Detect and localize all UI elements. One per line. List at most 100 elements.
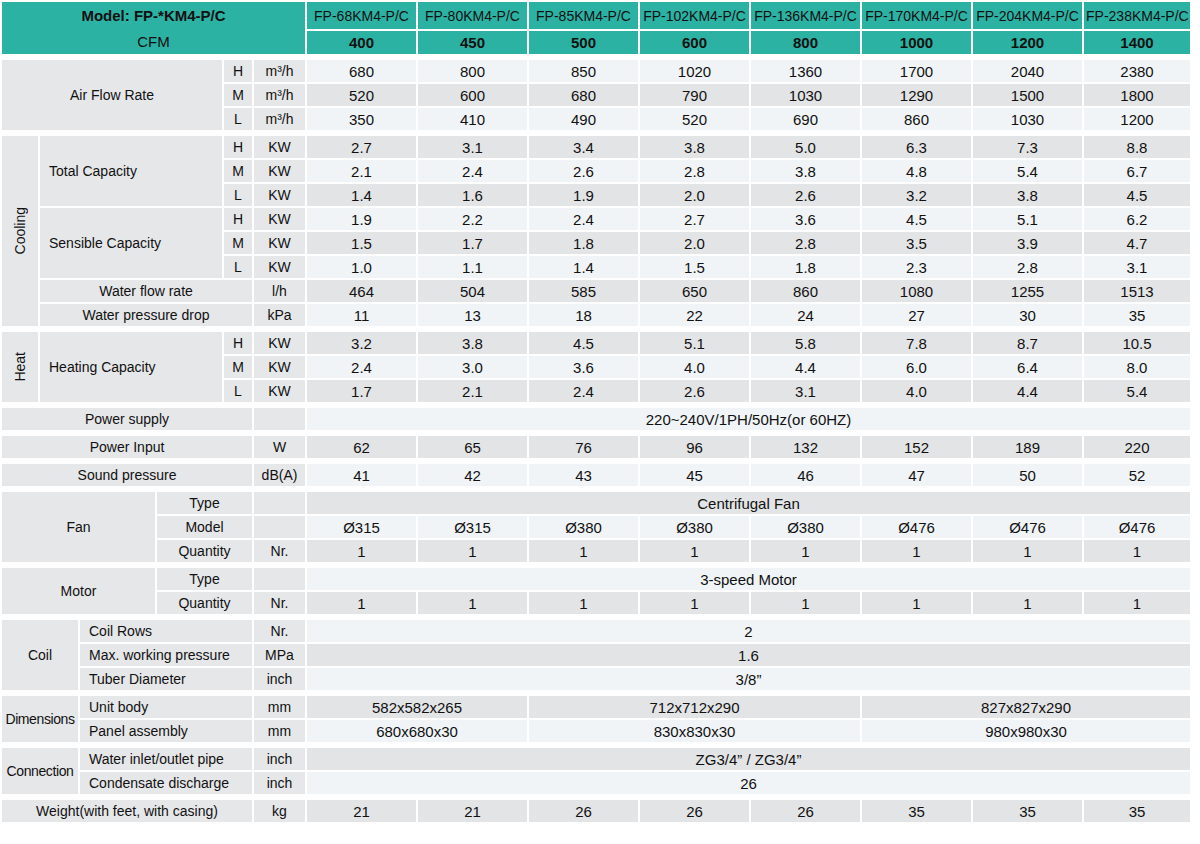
row-label-water-pressure-drop: Water pressure drop [39, 303, 253, 329]
group-label-fan: Fan [1, 489, 156, 565]
model-column-header: FP-170KM4-P/C [861, 1, 972, 30]
table-row-unit-body: Dimensions Unit body mm 582x582x265 712x… [1, 693, 1191, 719]
value-cell: 520 [306, 83, 417, 107]
value-cell: 504 [417, 279, 528, 303]
value-cell: 1080 [861, 279, 972, 303]
value-cell: 2040 [972, 57, 1083, 83]
row-label-sensible-capacity: Sensible Capacity [39, 207, 223, 279]
value-cell: 1 [417, 591, 528, 617]
value-cell: 680 [306, 57, 417, 83]
value-cell: 4.8 [861, 159, 972, 183]
value-cell: 3.5 [861, 231, 972, 255]
model-column-header: FP-238KM4-P/C [1083, 1, 1191, 30]
value-cell: 4.4 [750, 355, 861, 379]
unit-cell: dB(A) [253, 461, 306, 489]
group-label-heat: Heat [1, 329, 39, 405]
value-cell: 1 [639, 539, 750, 565]
value-cell: 2.8 [639, 159, 750, 183]
cfm-value-cell: 400 [306, 30, 417, 57]
table-row-condensate-discharge: Condensate discharge inch 26 [1, 771, 1191, 797]
value-cell: 1.4 [528, 255, 639, 279]
value-cell: 1500 [972, 83, 1083, 107]
value-cell: 3.0 [417, 355, 528, 379]
value-cell: Ø315 [417, 515, 528, 539]
value-cell: 850 [528, 57, 639, 83]
value-cell: 4.0 [639, 355, 750, 379]
unit-cell: W [253, 433, 306, 461]
value-cell: 220 [1083, 433, 1191, 461]
table-row-power-input: Power Input W 62 65 76 96 132 152 189 22… [1, 433, 1191, 461]
unit-cell: inch [253, 745, 306, 771]
unit-cell: KW [253, 379, 306, 405]
unit-cell [253, 405, 306, 433]
value-cell: 1.7 [417, 231, 528, 255]
value-cell: 2.4 [306, 355, 417, 379]
unit-cell: KW [253, 133, 306, 159]
model-column-header: FP-68KM4-P/C [306, 1, 417, 30]
value-cell: 1.9 [528, 183, 639, 207]
heat-vertical-label: Heat [12, 352, 28, 382]
value-cell: 2.4 [417, 159, 528, 183]
value-cell: Ø380 [639, 515, 750, 539]
value-cell: 1 [528, 591, 639, 617]
value-cell: 1030 [972, 107, 1083, 133]
value-cell: 13 [417, 303, 528, 329]
value-cell-coil-rows: 2 [306, 617, 1191, 643]
value-cell-panel-small: 680x680x30 [306, 719, 528, 745]
table-row-tuber-diameter: Tuber Diameter inch 3/8” [1, 667, 1191, 693]
value-cell: 490 [528, 107, 639, 133]
value-cell: 6.0 [861, 355, 972, 379]
table-header-row: Model: FP-*KM4-P/C CFM FP-68KM4-P/C FP-8… [1, 1, 1191, 30]
unit-cell: inch [253, 667, 306, 693]
value-cell: 2.4 [528, 207, 639, 231]
unit-cell: Nr. [253, 617, 306, 643]
value-cell: 1.5 [306, 231, 417, 255]
value-cell: 3.1 [1083, 255, 1191, 279]
value-cell: 650 [639, 279, 750, 303]
speed-label: H [223, 207, 253, 231]
value-cell-max-working-pressure: 1.6 [306, 643, 1191, 667]
value-cell: 24 [750, 303, 861, 329]
unit-cell: l/h [253, 279, 306, 303]
value-cell: 1.9 [306, 207, 417, 231]
row-label-weight: Weight(with feet, with casing) [1, 797, 253, 823]
value-cell: 2380 [1083, 57, 1191, 83]
value-cell: 1 [972, 539, 1083, 565]
value-cell: 10.5 [1083, 329, 1191, 355]
value-cell: 65 [417, 433, 528, 461]
unit-cell: Nr. [253, 539, 306, 565]
value-cell: 11 [306, 303, 417, 329]
row-label-condensate-discharge: Condensate discharge [79, 771, 253, 797]
value-cell: 43 [528, 461, 639, 489]
value-cell: 1 [972, 591, 1083, 617]
value-cell: 21 [306, 797, 417, 823]
row-label-sound-pressure: Sound pressure [1, 461, 253, 489]
value-cell: 1 [861, 591, 972, 617]
value-cell: 46 [750, 461, 861, 489]
value-cell: 1.1 [417, 255, 528, 279]
row-label-unit-body: Unit body [79, 693, 253, 719]
value-cell: 1200 [1083, 107, 1191, 133]
value-cell: 26 [528, 797, 639, 823]
value-cell: 3.2 [306, 329, 417, 355]
unit-cell: KW [253, 231, 306, 255]
value-cell: 8.0 [1083, 355, 1191, 379]
value-cell: Ø380 [750, 515, 861, 539]
speed-label: H [223, 133, 253, 159]
unit-cell: KW [253, 355, 306, 379]
value-cell: Ø476 [1083, 515, 1191, 539]
table-row-total-capacity-h: Cooling Total Capacity H KW 2.7 3.1 3.4 … [1, 133, 1191, 159]
value-cell: 790 [639, 83, 750, 107]
group-label-connection: Connection [1, 745, 79, 797]
value-cell-motor-type: 3-speed Motor [306, 565, 1191, 591]
value-cell: 1 [306, 591, 417, 617]
value-cell: Ø476 [972, 515, 1083, 539]
unit-cell: m³/h [253, 57, 306, 83]
table-row-air-flow-h: Air Flow Rate H m³/h 680 800 850 1020 13… [1, 57, 1191, 83]
table-row-water-pressure-drop: Water pressure drop kPa 11 13 18 22 24 2… [1, 303, 1191, 329]
value-cell: 52 [1083, 461, 1191, 489]
value-cell: 4.0 [861, 379, 972, 405]
speed-label: H [223, 57, 253, 83]
value-cell: 1 [750, 539, 861, 565]
unit-cell: KW [253, 183, 306, 207]
